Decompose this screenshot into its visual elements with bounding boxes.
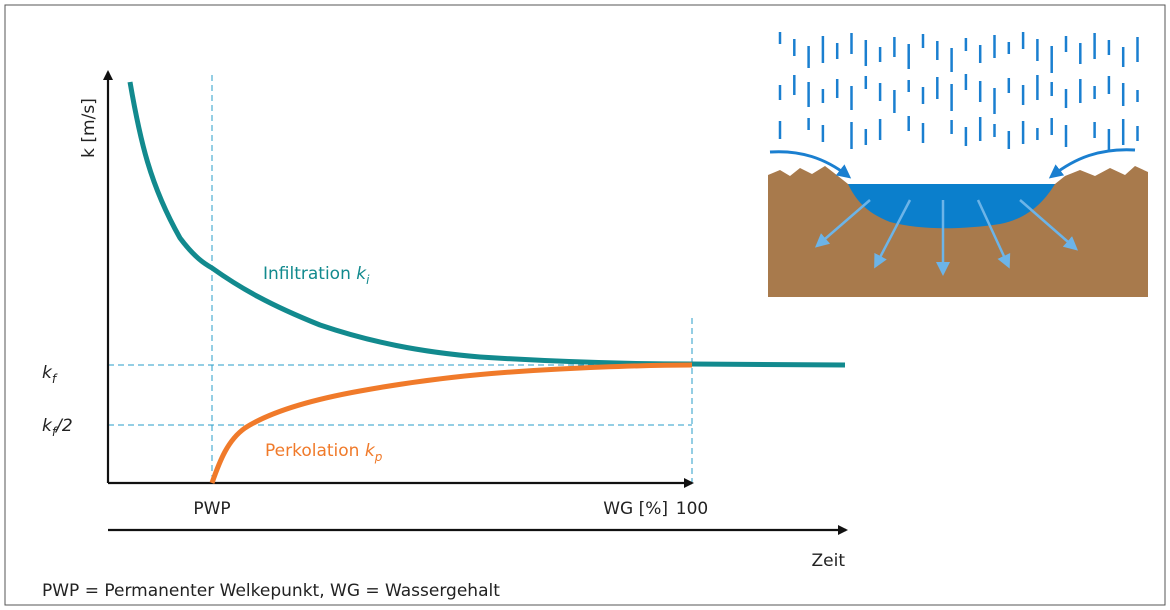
text: Perkolation xyxy=(265,441,359,461)
x-axis-label: WG [%] xyxy=(603,499,668,519)
seepage-arrow xyxy=(874,199,912,269)
seepage-arrow xyxy=(976,199,1011,269)
inflow-arrow xyxy=(1048,148,1136,179)
kf-label: kf xyxy=(42,363,58,386)
symbol: k xyxy=(42,416,53,436)
subscript: f xyxy=(52,372,58,386)
symbol: k xyxy=(365,441,376,461)
pwp-label: PWP xyxy=(193,499,230,519)
subscript: p xyxy=(374,450,383,464)
symbol: k xyxy=(42,363,53,383)
infiltration-curve xyxy=(127,81,846,368)
caption: PWP = Permanenter Welkepunkt, WG = Wasse… xyxy=(42,581,500,601)
x-end-label: 100 xyxy=(676,499,708,519)
suffix: /2 xyxy=(54,416,73,436)
percolation-label: Perkolation kp xyxy=(265,441,383,464)
y-axis-label: k [m/s] xyxy=(79,98,99,158)
infiltration-label: Infiltration ki xyxy=(263,264,370,287)
frame xyxy=(4,4,1166,606)
time-label: Zeit xyxy=(812,551,846,571)
subscript: i xyxy=(366,273,370,287)
subscript: f xyxy=(52,425,58,439)
symbol: k xyxy=(356,264,367,284)
inflow-arrow xyxy=(769,150,852,179)
seepage-arrow xyxy=(1019,199,1079,251)
kf-half-label: kf/2 xyxy=(42,416,73,439)
percolation-curve xyxy=(209,362,693,484)
text: Infiltration xyxy=(263,264,351,284)
illustration xyxy=(768,32,1148,297)
seepage-arrow xyxy=(814,199,871,248)
